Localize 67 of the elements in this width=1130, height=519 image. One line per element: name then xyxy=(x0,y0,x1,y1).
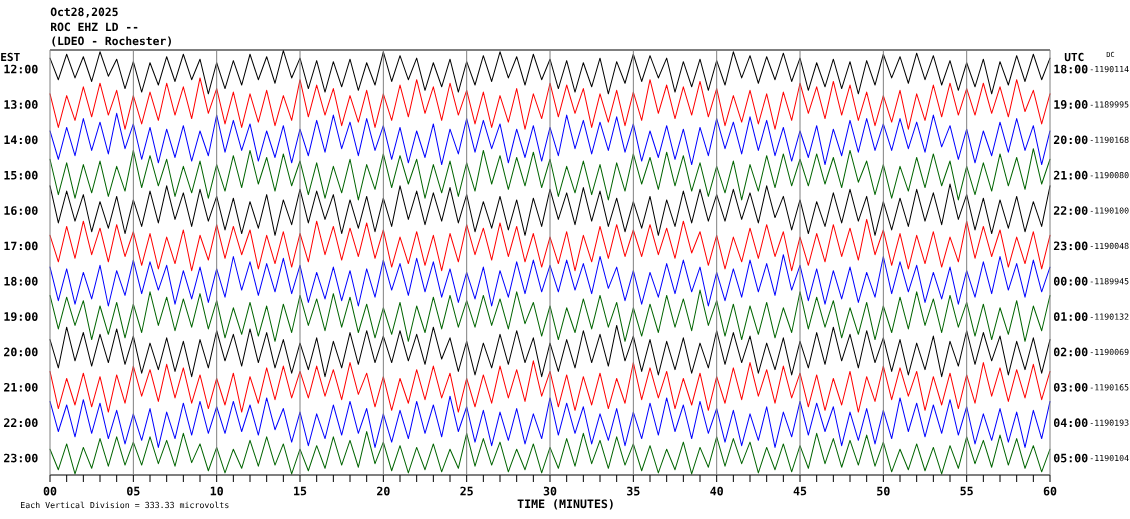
y-tick-label: 19:00 xyxy=(4,312,38,322)
line-series xyxy=(49,77,1051,130)
x-tick-label: 35 xyxy=(627,486,640,496)
line-series xyxy=(49,183,1051,236)
text: 23:00 xyxy=(1053,241,1088,251)
y-axis-title: EST xyxy=(1,52,20,62)
text: 05:00 xyxy=(1053,453,1088,463)
line-series xyxy=(49,254,1051,307)
line-series xyxy=(49,395,1051,448)
y-tick-label: 22:00 xyxy=(4,418,38,428)
text: (LDEO - Rochester) xyxy=(52,36,171,47)
y-tick-label: 23:00 xyxy=(4,453,38,463)
x-axis-title: TIME (MINUTES) xyxy=(517,499,613,510)
y-tick-label: 16:00 xyxy=(4,206,38,215)
x-tick-label: 45 xyxy=(793,486,807,496)
x-tick-label: 00 xyxy=(43,486,57,496)
y-tick-label: 18:00 xyxy=(4,276,38,286)
text: Each Vertical Division = 333.33 microvolts xyxy=(21,501,229,509)
y-tick-label: 21:00 xyxy=(4,382,38,392)
text: -1190114 xyxy=(1090,65,1129,73)
text: 00:00 xyxy=(1053,276,1088,286)
text: -1190048 xyxy=(1090,242,1129,250)
text: 18:00 xyxy=(1054,64,1088,74)
text: 04:00 xyxy=(1053,418,1088,428)
text: 22:00 xyxy=(1053,206,1088,215)
text: -1190168 xyxy=(1090,136,1129,143)
x-tick-label: 50 xyxy=(877,486,890,496)
y-tick-label: 17:00 xyxy=(4,241,38,251)
x-tick-label: 15 xyxy=(294,486,307,496)
text: -1190069 xyxy=(1090,348,1129,356)
line-series xyxy=(49,218,1051,272)
text: 01:00 xyxy=(1053,312,1088,321)
y-tick-label: 14:00 xyxy=(4,135,38,145)
text: -1189995 xyxy=(1090,101,1129,108)
line-series xyxy=(49,112,1051,166)
line-series xyxy=(49,289,1051,342)
y-tick-label: 12:00 xyxy=(4,64,38,74)
x-tick-label: 40 xyxy=(710,486,723,496)
text: 19:00 xyxy=(1054,100,1088,109)
x-tick-label: 10 xyxy=(210,486,223,496)
text: -1190080 xyxy=(1090,172,1129,179)
text: -1190132 xyxy=(1090,313,1129,320)
text: 20:00 xyxy=(1053,135,1088,145)
x-tick-label: 25 xyxy=(460,486,473,496)
line-series xyxy=(49,360,1051,413)
line-series xyxy=(49,148,1051,201)
text: 02:00 xyxy=(1053,347,1088,357)
y-tick-label: 15:00 xyxy=(4,170,38,180)
text: UTC xyxy=(1064,52,1084,62)
text: 03:00 xyxy=(1053,382,1088,392)
text: -1190100 xyxy=(1090,207,1129,214)
text: -1190165 xyxy=(1090,384,1129,391)
x-tick-label: 30 xyxy=(543,486,557,496)
x-tick-label: 55 xyxy=(960,486,973,496)
chart-subtitle: ROC EHZ LD -- xyxy=(51,22,138,32)
y-tick-label: 20:00 xyxy=(4,347,38,357)
chart-title: Oct28,2025 xyxy=(50,7,118,18)
x-tick-label: 60 xyxy=(1043,486,1057,496)
x-tick-label: 05 xyxy=(127,486,140,496)
line-series xyxy=(49,50,1051,95)
text: -1190104 xyxy=(1090,454,1129,462)
text: -1190193 xyxy=(1090,419,1129,426)
text: 21:00 xyxy=(1053,170,1088,180)
x-tick-label: 20 xyxy=(377,486,390,496)
y-tick-label: 13:00 xyxy=(4,100,38,109)
text: -1189945 xyxy=(1090,278,1129,285)
line-series xyxy=(49,324,1051,378)
